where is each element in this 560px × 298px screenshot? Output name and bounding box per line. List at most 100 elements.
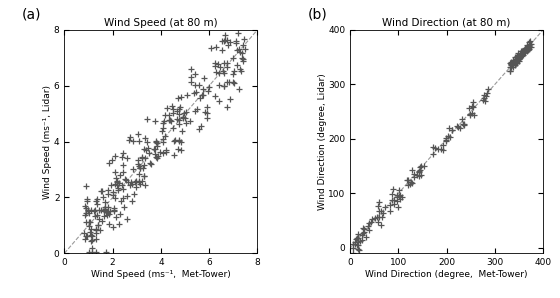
Point bbox=[514, 55, 523, 60]
Point bbox=[175, 105, 184, 110]
Point bbox=[235, 86, 244, 91]
Point bbox=[151, 151, 160, 156]
Point bbox=[186, 67, 195, 72]
Point bbox=[83, 207, 92, 212]
Point bbox=[515, 53, 524, 58]
Point bbox=[518, 49, 527, 54]
Point bbox=[385, 202, 394, 207]
Point bbox=[238, 59, 247, 64]
Point bbox=[516, 52, 525, 57]
Point bbox=[405, 181, 414, 186]
Point bbox=[179, 116, 188, 121]
Point bbox=[197, 124, 206, 128]
Point bbox=[151, 139, 160, 144]
Point bbox=[220, 39, 228, 44]
Point bbox=[211, 60, 220, 65]
Point bbox=[354, 236, 363, 240]
Point bbox=[178, 114, 187, 119]
Point bbox=[521, 46, 530, 51]
Point bbox=[228, 56, 237, 60]
Point bbox=[152, 140, 161, 145]
Point bbox=[186, 75, 195, 80]
Point bbox=[122, 177, 130, 182]
Point bbox=[453, 124, 462, 129]
Point bbox=[387, 197, 396, 202]
Point bbox=[111, 176, 120, 181]
Point bbox=[129, 167, 138, 172]
Point bbox=[88, 238, 97, 243]
Point bbox=[237, 55, 246, 60]
Point bbox=[190, 72, 199, 77]
Point bbox=[135, 178, 144, 183]
Point bbox=[85, 210, 94, 215]
Point bbox=[515, 59, 524, 64]
Point bbox=[358, 231, 367, 235]
Point bbox=[468, 111, 477, 116]
Point bbox=[211, 94, 220, 99]
Point bbox=[525, 42, 534, 46]
Point bbox=[522, 48, 531, 53]
Point bbox=[135, 163, 144, 168]
Point bbox=[137, 154, 146, 159]
X-axis label: Wind Speed (ms⁻¹,  Met-Tower): Wind Speed (ms⁻¹, Met-Tower) bbox=[91, 270, 231, 279]
Point bbox=[164, 117, 173, 122]
Point bbox=[83, 209, 92, 213]
Point bbox=[512, 54, 521, 58]
Point bbox=[232, 39, 241, 44]
Point bbox=[137, 155, 146, 160]
Point bbox=[191, 109, 200, 114]
Point bbox=[104, 161, 113, 165]
Point bbox=[512, 59, 521, 63]
Point bbox=[228, 79, 237, 84]
Point bbox=[156, 149, 165, 154]
Point bbox=[353, 240, 362, 244]
Point bbox=[167, 103, 176, 108]
Point bbox=[84, 223, 93, 228]
Point bbox=[142, 140, 151, 145]
Point bbox=[220, 60, 228, 65]
Point bbox=[218, 38, 227, 43]
Point bbox=[194, 83, 203, 88]
Point bbox=[136, 166, 144, 171]
Point bbox=[113, 188, 122, 193]
Point bbox=[104, 208, 113, 213]
Point bbox=[364, 227, 373, 232]
Point bbox=[226, 96, 235, 101]
Point bbox=[514, 51, 522, 56]
Point bbox=[395, 194, 404, 198]
Point bbox=[139, 174, 148, 179]
Point bbox=[139, 174, 148, 179]
Point bbox=[98, 219, 107, 224]
Point bbox=[505, 65, 514, 70]
Point bbox=[142, 116, 151, 121]
Point bbox=[80, 236, 89, 241]
Point bbox=[81, 204, 90, 209]
Point bbox=[508, 62, 517, 66]
Point bbox=[480, 99, 489, 103]
Point bbox=[158, 125, 167, 130]
Point bbox=[364, 224, 373, 229]
Point bbox=[520, 50, 529, 55]
Point bbox=[152, 139, 161, 144]
Point bbox=[117, 182, 126, 187]
Point bbox=[356, 239, 365, 244]
Point bbox=[134, 180, 143, 185]
Point bbox=[429, 145, 438, 149]
Point bbox=[225, 39, 234, 44]
Point bbox=[82, 234, 91, 239]
Point bbox=[94, 208, 103, 212]
Point bbox=[224, 80, 233, 85]
Point bbox=[520, 48, 529, 53]
Point bbox=[119, 187, 128, 192]
Point bbox=[81, 211, 90, 215]
Point bbox=[376, 223, 385, 227]
Point bbox=[508, 61, 517, 66]
Point bbox=[217, 47, 226, 52]
Point bbox=[366, 220, 375, 225]
Point bbox=[521, 48, 530, 52]
Point bbox=[403, 177, 412, 182]
Point bbox=[511, 60, 520, 65]
Point bbox=[113, 186, 122, 190]
Point bbox=[522, 45, 531, 50]
Point bbox=[131, 179, 140, 184]
